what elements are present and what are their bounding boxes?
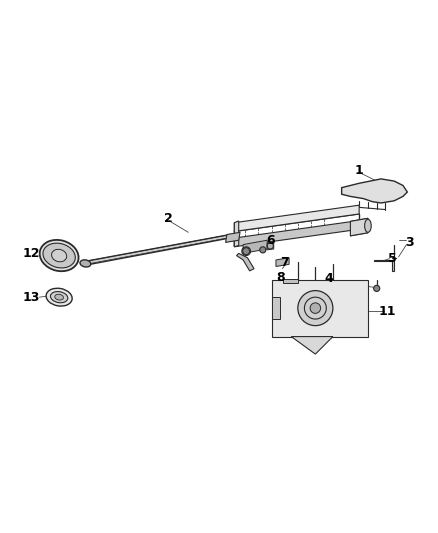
Polygon shape: [272, 297, 280, 319]
Text: 6: 6: [266, 233, 275, 247]
Polygon shape: [291, 336, 333, 354]
Ellipse shape: [52, 249, 67, 262]
Text: 4: 4: [324, 272, 333, 285]
Ellipse shape: [40, 240, 78, 271]
Ellipse shape: [46, 288, 72, 306]
Polygon shape: [267, 243, 274, 250]
Text: 7: 7: [280, 256, 289, 270]
Polygon shape: [237, 253, 254, 271]
Polygon shape: [350, 219, 368, 236]
Bar: [272, 280, 368, 336]
Text: 2: 2: [164, 212, 173, 225]
Ellipse shape: [80, 260, 91, 267]
Polygon shape: [342, 179, 407, 203]
Text: 13: 13: [23, 290, 40, 304]
Text: 8: 8: [276, 271, 285, 284]
Ellipse shape: [55, 294, 64, 300]
Polygon shape: [374, 260, 394, 271]
Text: 11: 11: [379, 305, 396, 318]
Ellipse shape: [43, 243, 75, 268]
Circle shape: [310, 303, 321, 313]
Ellipse shape: [50, 292, 68, 303]
Polygon shape: [81, 235, 234, 264]
Circle shape: [260, 247, 266, 253]
Circle shape: [243, 248, 250, 255]
Polygon shape: [283, 279, 298, 283]
Circle shape: [374, 285, 380, 292]
Polygon shape: [276, 258, 289, 266]
Text: 12: 12: [23, 247, 40, 260]
Polygon shape: [234, 205, 359, 231]
Text: 3: 3: [405, 236, 414, 249]
Ellipse shape: [364, 219, 371, 232]
Polygon shape: [243, 240, 267, 253]
Text: 5: 5: [388, 252, 396, 265]
Polygon shape: [234, 221, 359, 247]
Polygon shape: [234, 221, 239, 247]
Polygon shape: [226, 232, 240, 243]
Text: 1: 1: [355, 164, 364, 176]
Circle shape: [298, 290, 333, 326]
